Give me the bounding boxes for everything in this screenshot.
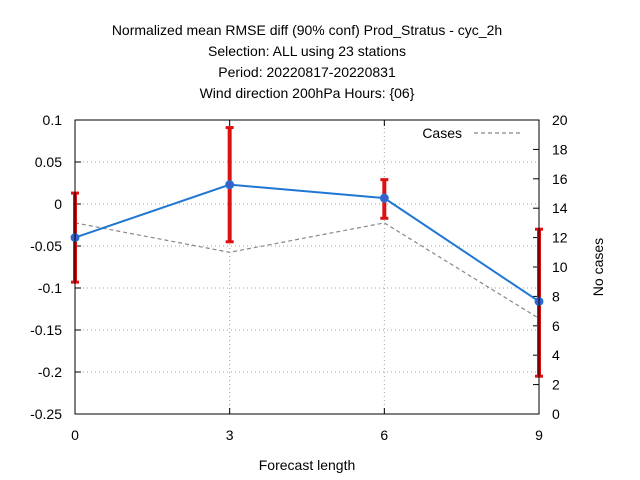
x-axis: 0 3 6 9 [71, 120, 543, 443]
title-line-2: Period: 20220817-20220831 [218, 64, 396, 80]
y-tick-label-left: -0.2 [38, 364, 62, 380]
y-tick-label-right: 8 [552, 288, 560, 304]
y-tick-label-right: 14 [552, 200, 568, 216]
y-tick-label-right: 6 [552, 318, 560, 334]
data-point [379, 193, 389, 203]
series-line-cases [74, 222, 540, 319]
legend-label-cases: Cases [422, 125, 462, 141]
grid-lines [75, 120, 539, 414]
y-tick-label-left: -0.15 [30, 322, 62, 338]
x-tick-label: 9 [535, 427, 543, 443]
y-tick-label-left: 0.05 [35, 154, 62, 170]
y-axis-right-label: No cases [590, 238, 606, 296]
title-line-0: Normalized mean RMSE diff (90% conf) Pro… [112, 22, 502, 38]
chart-title: Normalized mean RMSE diff (90% conf) Pro… [112, 22, 502, 101]
y-tick-label-right: 16 [552, 171, 568, 187]
y-tick-label-left: -0.25 [30, 406, 62, 422]
y-tick-label-left: -0.05 [30, 238, 62, 254]
y-tick-label-right: 18 [552, 141, 568, 157]
y-tick-label-left: 0 [54, 196, 62, 212]
title-line-1: Selection: ALL using 23 stations [208, 43, 406, 59]
y-tick-label-right: 20 [552, 112, 568, 128]
y-tick-label-right: 10 [552, 259, 568, 275]
series-line-mean-diff [74, 183, 540, 303]
x-tick-label: 0 [71, 427, 79, 443]
y-tick-label-right: 12 [552, 230, 568, 246]
data-point [225, 180, 235, 190]
title-line-3: Wind direction 200hPa Hours: {06} [200, 85, 415, 101]
x-axis-label: Forecast length [259, 457, 356, 473]
y-tick-label-right: 0 [552, 406, 560, 422]
y-tick-label-left: 0.1 [43, 112, 63, 128]
legend: Cases [422, 125, 522, 141]
plot-frame [74, 119, 540, 415]
x-tick-label: 6 [380, 427, 388, 443]
y-tick-label-right: 4 [552, 347, 560, 363]
y-tick-label-left: -0.1 [38, 280, 62, 296]
y-axis-left: 0.1 0.05 0 -0.05 -0.1 -0.15 -0.2 -0.25 [30, 112, 81, 422]
series-layer [70, 126, 544, 378]
x-tick-label: 3 [226, 427, 234, 443]
y-tick-label-right: 2 [552, 377, 560, 393]
